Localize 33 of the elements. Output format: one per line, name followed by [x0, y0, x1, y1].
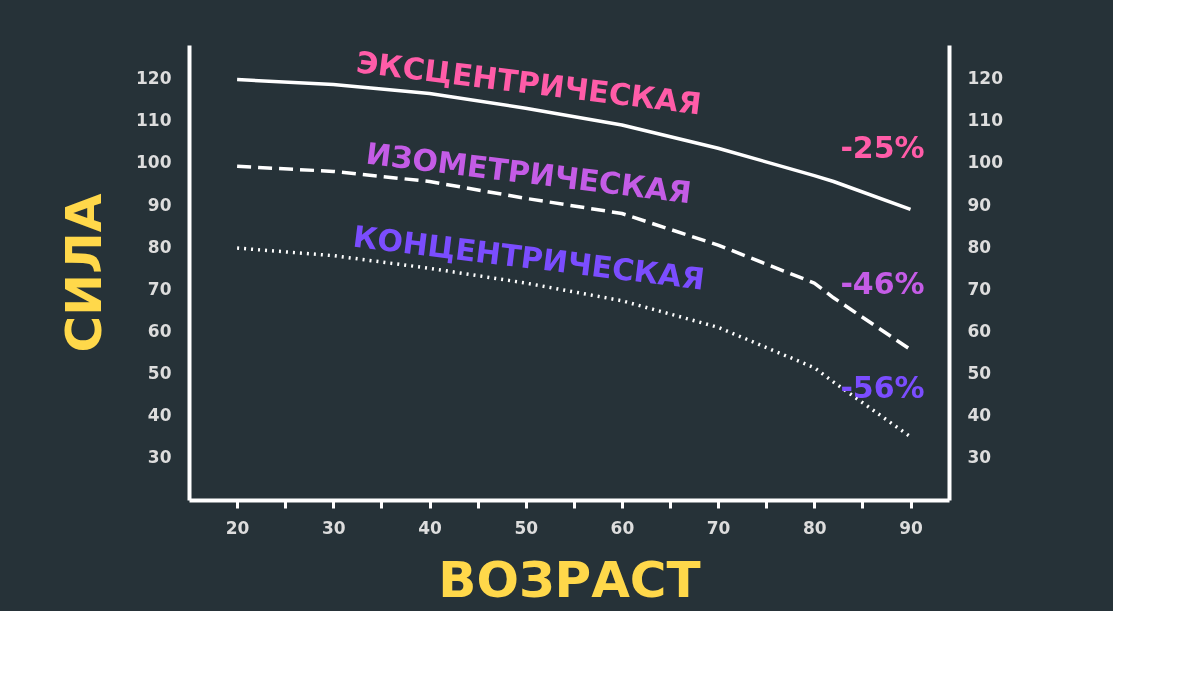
y2-tick-label: 60	[967, 320, 992, 341]
y2-tick-label: 100	[967, 152, 1004, 173]
y-tick-label: 100	[136, 152, 172, 173]
x-tick-label: 60	[610, 517, 635, 538]
y2-tick-label: 80	[967, 236, 992, 257]
y-tick-label: 30	[147, 447, 172, 468]
y-tick-label: 90	[147, 194, 172, 215]
y-tick-label: 110	[136, 110, 172, 131]
y-tick-label: 120	[136, 68, 172, 89]
annotation: -46%	[840, 265, 925, 301]
y-axis-title: СИЛА	[55, 193, 114, 353]
y-tick-label: 40	[147, 405, 172, 426]
y2-tick-label: 120	[967, 68, 1004, 89]
y2-tick-label: 70	[967, 278, 992, 299]
y-tick-label: 70	[147, 278, 172, 299]
y-tick-label: 60	[147, 320, 172, 341]
x-tick-label: 70	[706, 517, 731, 538]
x-tick-label: 30	[321, 517, 346, 538]
y-tick-label: 80	[147, 236, 172, 257]
y2-tick-label: 30	[967, 447, 992, 468]
x-axis-title: ВОЗРАСТ	[438, 550, 701, 609]
annotation: -56%	[840, 369, 925, 405]
y2-tick-label: 50	[967, 363, 992, 384]
y2-tick-label: 40	[967, 405, 992, 426]
y-tick-label: 50	[147, 363, 172, 384]
y2-tick-label: 90	[967, 194, 992, 215]
annotation: -25%	[840, 130, 925, 166]
x-tick-label: 50	[514, 517, 539, 538]
x-tick-label: 80	[802, 517, 827, 538]
x-tick-label: 20	[225, 517, 250, 538]
x-tick-label: 90	[899, 517, 924, 538]
y2-tick-label: 110	[967, 110, 1004, 131]
x-tick-label: 40	[418, 517, 442, 538]
